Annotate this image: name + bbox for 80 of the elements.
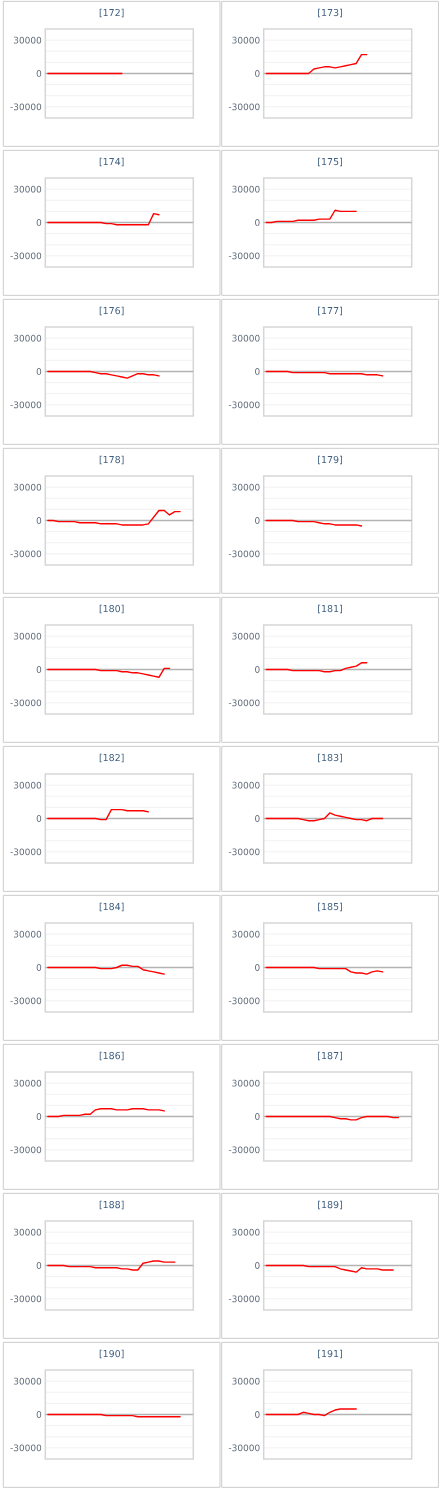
- y-tick-label: -30000: [228, 103, 260, 111]
- y-tick-label: -30000: [228, 1295, 260, 1303]
- y-tick-label: 0: [255, 1262, 260, 1269]
- y-tick-label: 0: [36, 70, 42, 77]
- y-tick-label: 0: [36, 219, 42, 226]
- chart-title: [175]: [318, 157, 342, 167]
- y-tick-label: 30000: [232, 781, 260, 789]
- chart-title: [173]: [318, 8, 342, 18]
- y-tick-label: -30000: [10, 252, 42, 260]
- y-tick-label: -30000: [10, 401, 42, 409]
- y-tick-label: -30000: [228, 1146, 260, 1154]
- y-tick-label: 30000: [13, 1377, 42, 1385]
- chart-title: [180]: [99, 604, 124, 614]
- y-tick-label: 0: [36, 666, 42, 673]
- chart-title: [183]: [318, 753, 342, 763]
- y-tick-label: 30000: [13, 781, 42, 789]
- y-tick-label: -30000: [10, 1295, 42, 1303]
- y-tick-label: 30000: [232, 334, 260, 342]
- y-tick-label: -30000: [10, 103, 42, 111]
- y-tick-label: 0: [36, 517, 42, 524]
- y-tick-label: -30000: [10, 550, 42, 558]
- y-tick-label: 30000: [13, 185, 42, 193]
- chart-title: [190]: [99, 1349, 124, 1359]
- y-tick-label: 0: [255, 517, 260, 524]
- chart-title: [191]: [318, 1349, 342, 1359]
- y-tick-label: 30000: [232, 185, 260, 193]
- chart-title: [181]: [318, 604, 342, 614]
- y-tick-label: -30000: [10, 699, 42, 707]
- y-tick-label: 0: [255, 964, 260, 971]
- y-tick-label: -30000: [10, 1444, 42, 1452]
- y-tick-label: -30000: [10, 997, 42, 1005]
- y-tick-label: 0: [255, 368, 260, 375]
- chart-title: [174]: [99, 157, 124, 167]
- y-tick-label: 0: [36, 964, 42, 971]
- y-tick-label: 30000: [13, 483, 42, 491]
- y-tick-label: -30000: [10, 1146, 42, 1154]
- y-tick-label: 0: [255, 815, 260, 822]
- y-tick-label: 0: [36, 815, 42, 822]
- y-tick-label: 30000: [232, 632, 260, 640]
- y-tick-label: 30000: [13, 930, 42, 938]
- chart-title: [184]: [99, 902, 124, 912]
- y-tick-label: -30000: [10, 848, 42, 856]
- chart-title: [182]: [99, 753, 124, 763]
- y-tick-label: 30000: [232, 1228, 260, 1236]
- y-tick-label: -30000: [228, 997, 260, 1005]
- y-tick-label: 30000: [13, 632, 42, 640]
- y-tick-label: -30000: [228, 699, 260, 707]
- y-tick-label: 0: [36, 1262, 42, 1269]
- y-tick-label: 0: [36, 1113, 42, 1120]
- y-tick-label: 30000: [232, 483, 260, 491]
- chart-title: [177]: [318, 306, 342, 316]
- chart-title: [187]: [318, 1051, 342, 1061]
- y-tick-label: 30000: [13, 36, 42, 44]
- y-tick-label: -30000: [228, 401, 260, 409]
- chart-title: [176]: [99, 306, 124, 316]
- y-tick-label: 30000: [232, 1079, 260, 1087]
- chart-title: [185]: [318, 902, 342, 912]
- chart-title: [186]: [99, 1051, 124, 1061]
- y-tick-label: 30000: [13, 1228, 42, 1236]
- y-tick-label: 0: [36, 1411, 42, 1418]
- y-tick-label: -30000: [228, 252, 260, 260]
- chart-title: [179]: [318, 455, 342, 465]
- y-tick-label: 30000: [13, 334, 42, 342]
- chart-title: [188]: [99, 1200, 124, 1210]
- chart-title: [178]: [99, 455, 124, 465]
- y-tick-label: 30000: [232, 1377, 260, 1385]
- y-tick-label: -30000: [228, 848, 260, 856]
- y-tick-label: 0: [255, 1411, 260, 1418]
- y-tick-label: 30000: [232, 36, 260, 44]
- y-tick-label: 0: [255, 70, 260, 77]
- chart-title: [189]: [318, 1200, 342, 1210]
- y-tick-label: 30000: [232, 930, 260, 938]
- y-tick-label: 0: [36, 368, 42, 375]
- y-tick-label: 0: [255, 1113, 260, 1120]
- y-tick-label: 0: [255, 666, 260, 673]
- y-tick-label: -30000: [228, 1444, 260, 1452]
- y-tick-label: -30000: [228, 550, 260, 558]
- y-tick-label: 30000: [13, 1079, 42, 1087]
- chart-title: [172]: [99, 8, 124, 18]
- y-tick-label: 0: [255, 219, 260, 226]
